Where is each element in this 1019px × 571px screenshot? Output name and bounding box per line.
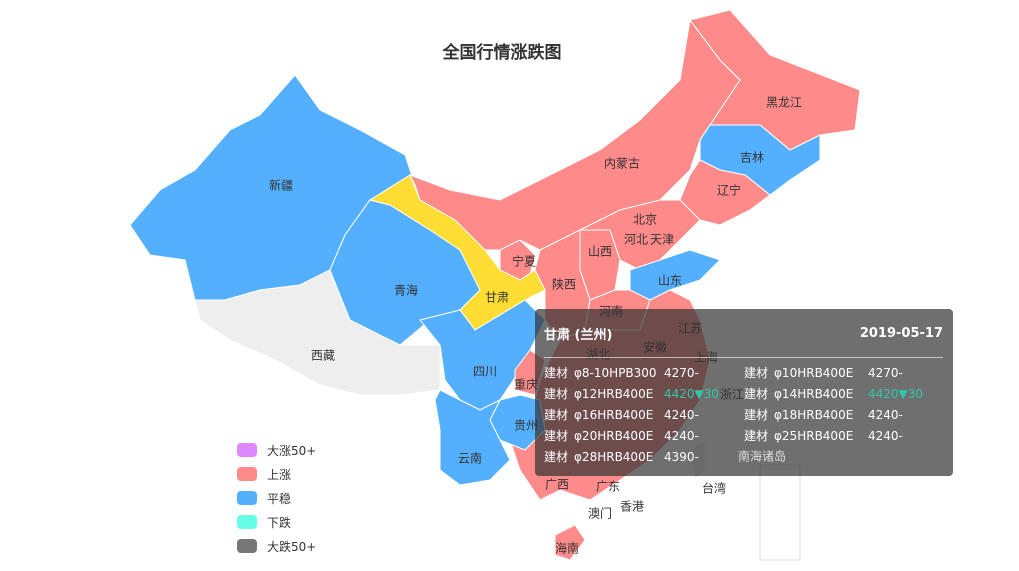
legend-item-down[interactable]: 下跌 bbox=[237, 510, 316, 534]
label-shandong: 山东 bbox=[657, 273, 683, 288]
tooltip-item-spec: φ20HRB400E bbox=[574, 429, 654, 443]
legend-item-stable[interactable]: 平稳 bbox=[237, 486, 316, 510]
tooltip-item-spec: φ14HRB400E bbox=[774, 387, 854, 401]
label-guangxi: 广西 bbox=[544, 477, 570, 492]
tooltip-item: 建材 φ20HRB400E 4240- bbox=[544, 426, 744, 447]
tooltip-item-price: 4420▼30 bbox=[664, 387, 720, 401]
label-heilongjiang: 黑龙江 bbox=[765, 95, 803, 110]
province-xizang[interactable] bbox=[194, 269, 441, 396]
label-xizang: 西藏 bbox=[310, 348, 336, 363]
tooltip-item-price: 4240- bbox=[664, 408, 699, 422]
tooltip-item-spec: φ12HRB400E bbox=[574, 387, 654, 401]
legend-swatch bbox=[237, 491, 257, 505]
label-sichuan: 四川 bbox=[472, 364, 498, 379]
legend-swatch bbox=[237, 443, 257, 457]
label-shanxi: 山西 bbox=[587, 244, 613, 259]
tooltip-date: 2019-05-17 bbox=[859, 325, 943, 341]
tooltip-item-cat: 建材 bbox=[744, 366, 769, 380]
tooltip-item-price: 4240- bbox=[664, 429, 699, 443]
tooltip-item-cat: 建材 bbox=[544, 429, 569, 443]
tooltip-item-cat: 建材 bbox=[744, 429, 769, 443]
label-hainan: 海南 bbox=[554, 541, 580, 556]
tooltip-item-cat: 建材 bbox=[744, 387, 769, 401]
south-sea-inset bbox=[759, 464, 801, 561]
legend-item-up[interactable]: 上涨 bbox=[237, 462, 316, 486]
province-yunnan[interactable] bbox=[434, 389, 511, 486]
label-nanhai: 南海诸岛 bbox=[737, 449, 787, 464]
label-shaanxi: 陕西 bbox=[551, 277, 577, 292]
tooltip-item-price: 4420▼30 bbox=[868, 387, 924, 401]
tooltip-item-cat: 建材 bbox=[544, 387, 569, 401]
label-guangdong: 广东 bbox=[595, 479, 621, 494]
label-xianggang: 香港 bbox=[619, 499, 645, 514]
map-title: 全国行情涨跌图 bbox=[442, 43, 562, 63]
label-beijing: 北京 bbox=[632, 212, 658, 227]
tooltip-item: 建材 φ28HRB400E 4390- bbox=[544, 447, 744, 468]
tooltip-item-price: 4270- bbox=[664, 366, 699, 380]
label-liaoning: 辽宁 bbox=[716, 183, 742, 198]
legend-label: 上涨 bbox=[267, 467, 292, 482]
tooltip-item: 建材 φ25HRB400E 4240- bbox=[744, 426, 944, 447]
legend-label: 下跌 bbox=[267, 515, 292, 530]
label-chongqing: 重庆 bbox=[513, 377, 539, 392]
tooltip-item-cat: 建材 bbox=[544, 366, 569, 380]
legend: 大涨50+ 上涨 平稳 下跌 大跌50+ bbox=[237, 438, 316, 558]
label-hebei: 河北 bbox=[623, 232, 649, 247]
label-qinghai: 青海 bbox=[393, 283, 419, 298]
label-aomen: 澳门 bbox=[587, 506, 613, 521]
province-hainan[interactable] bbox=[554, 524, 586, 561]
tooltip-item-cat: 建材 bbox=[744, 408, 769, 422]
label-xinjiang: 新疆 bbox=[268, 178, 294, 193]
tooltip-item: 建材 φ8-10HPB300 4270- bbox=[544, 363, 744, 384]
tooltip: 甘肃 (兰州) 2019-05-17 建材 φ8-10HPB300 4270- 建材 φ… bbox=[535, 309, 953, 476]
legend-label: 大跌50+ bbox=[267, 539, 317, 554]
label-gansu: 甘肃 bbox=[484, 290, 510, 305]
tooltip-item-spec: φ8-10HPB300 bbox=[574, 366, 657, 380]
tooltip-item-cat: 建材 bbox=[544, 408, 569, 422]
province-jilin[interactable] bbox=[699, 124, 821, 196]
tooltip-item-price: 4390- bbox=[664, 450, 699, 464]
legend-swatch bbox=[237, 467, 257, 481]
label-yunnan: 云南 bbox=[457, 451, 483, 466]
tooltip-item-price: 4240- bbox=[868, 429, 903, 443]
tooltip-item-price: 4240- bbox=[868, 408, 903, 422]
legend-swatch bbox=[237, 515, 257, 529]
tooltip-item-spec: φ10HRB400E bbox=[774, 366, 854, 380]
label-jilin: 吉林 bbox=[739, 150, 765, 165]
tooltip-item: 建材 φ16HRB400E 4240- bbox=[544, 405, 744, 426]
legend-label: 平稳 bbox=[267, 491, 292, 506]
label-neimenggu: 内蒙古 bbox=[603, 156, 641, 171]
legend-item-up-big[interactable]: 大涨50+ bbox=[237, 438, 316, 462]
legend-swatch bbox=[237, 539, 257, 553]
tooltip-item: 建材 φ10HRB400E 4270- bbox=[744, 363, 944, 384]
tooltip-item-spec: φ16HRB400E bbox=[574, 408, 654, 422]
legend-label: 大涨50+ bbox=[267, 443, 317, 458]
tooltip-item-cat: 建材 bbox=[544, 450, 569, 464]
label-ningxia: 宁夏 bbox=[511, 254, 537, 269]
tooltip-item-spec: φ18HRB400E bbox=[774, 408, 854, 422]
label-guizhou: 贵州 bbox=[513, 418, 539, 433]
tooltip-item-spec: φ25HRB400E bbox=[774, 429, 854, 443]
tooltip-region: 甘肃 (兰州) bbox=[544, 327, 613, 343]
label-taiwan: 台湾 bbox=[701, 481, 727, 496]
tooltip-item-price: 4270- bbox=[868, 366, 903, 380]
tooltip-item: 建材 φ12HRB400E 4420▼30 bbox=[544, 384, 744, 405]
tooltip-item-spec: φ28HRB400E bbox=[574, 450, 654, 464]
legend-item-down-big[interactable]: 大跌50+ bbox=[237, 534, 316, 558]
province-liaoning[interactable] bbox=[679, 159, 771, 226]
tooltip-rows: 建材 φ8-10HPB300 4270- 建材 φ10HRB400E 4270- 建材 φ12… bbox=[544, 363, 943, 468]
province-gansu[interactable] bbox=[368, 174, 546, 331]
tooltip-item: 建材 φ14HRB400E 4420▼30 bbox=[744, 384, 944, 405]
tooltip-item: 建材 φ18HRB400E 4240- bbox=[744, 405, 944, 426]
label-tianjin: 天津 bbox=[649, 232, 675, 247]
